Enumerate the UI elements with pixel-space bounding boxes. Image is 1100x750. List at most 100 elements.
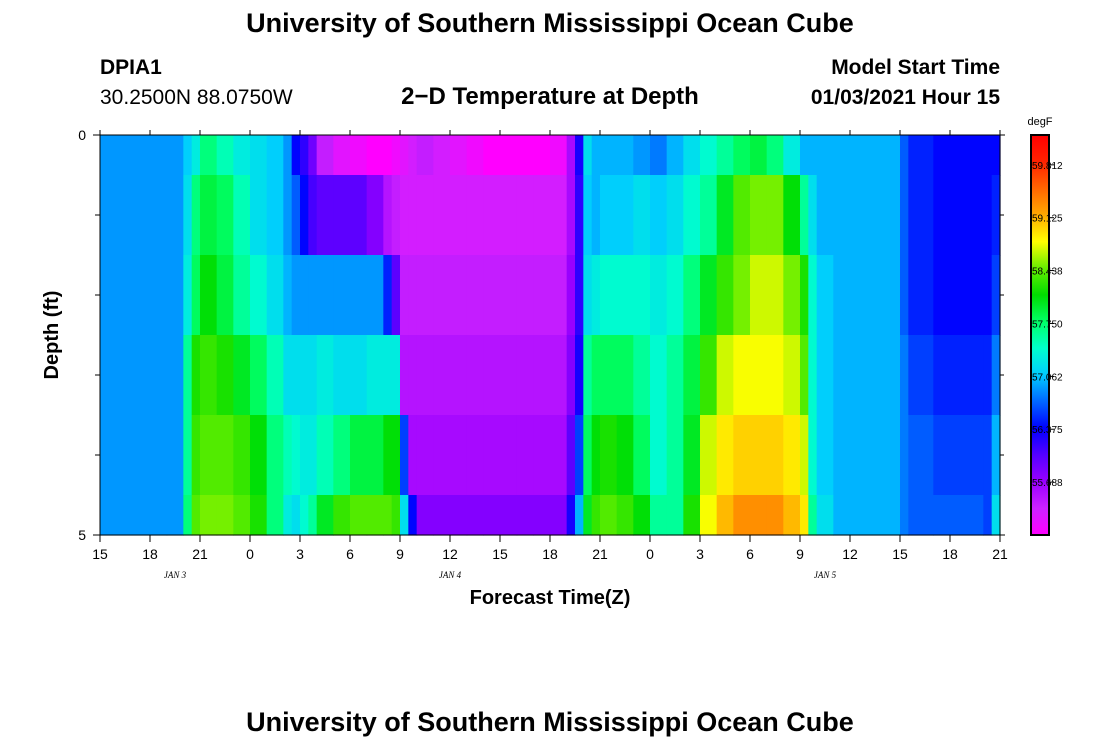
colorbar-tick-label: 57.062 bbox=[1032, 372, 1063, 383]
heatmap-cell bbox=[933, 135, 984, 176]
heatmap-cell bbox=[566, 175, 576, 256]
heatmap-cell bbox=[650, 175, 668, 256]
x-tick-label: 3 bbox=[296, 546, 304, 562]
heatmap-cell bbox=[291, 415, 301, 496]
heatmap-cell bbox=[808, 335, 818, 416]
heatmap-cell bbox=[291, 135, 301, 176]
heatmap-cell bbox=[666, 495, 684, 536]
colorbar-tick-label: 59.812 bbox=[1032, 161, 1063, 172]
heatmap-cell bbox=[308, 135, 318, 176]
heatmap-cell bbox=[550, 495, 568, 536]
model-start-time: 01/03/2021 Hour 15 bbox=[810, 86, 1000, 109]
heatmap-cell bbox=[766, 335, 784, 416]
heatmap-cell bbox=[908, 135, 934, 176]
heatmap-cell bbox=[300, 415, 309, 496]
heatmap-cell bbox=[833, 495, 901, 536]
heatmap-cell bbox=[400, 415, 409, 496]
heatmap-cell bbox=[391, 135, 401, 176]
x-tick-label: 15 bbox=[92, 546, 108, 562]
heatmap-cell bbox=[816, 255, 834, 336]
heatmap-cell bbox=[483, 175, 501, 256]
heatmap-cell bbox=[216, 415, 234, 496]
heatmap-cell bbox=[166, 135, 184, 176]
heatmap-cell bbox=[500, 135, 518, 176]
heatmap-cell bbox=[166, 415, 184, 496]
heatmap-cell bbox=[616, 255, 634, 336]
heatmap-cell bbox=[516, 495, 534, 536]
heatmap-cell bbox=[350, 495, 368, 536]
heatmap-cell bbox=[283, 175, 293, 256]
colorbar-tick-label: 56.375 bbox=[1032, 425, 1063, 436]
heatmap-cell bbox=[933, 495, 984, 536]
x-tick-label: 21 bbox=[192, 546, 208, 562]
heatmap-cell bbox=[250, 175, 268, 256]
heatmap-cell bbox=[483, 255, 501, 336]
heatmap-cell bbox=[750, 415, 768, 496]
heatmap-cell bbox=[533, 175, 551, 256]
heatmap-cell bbox=[516, 175, 534, 256]
heatmap-cell bbox=[700, 415, 718, 496]
heatmap-cell bbox=[591, 255, 601, 336]
heatmap-cell bbox=[633, 335, 651, 416]
heatmap-cell bbox=[666, 335, 684, 416]
heatmap-cell bbox=[191, 335, 201, 416]
heatmap-cell bbox=[566, 135, 576, 176]
heatmap-cell bbox=[408, 335, 418, 416]
heatmap-cell bbox=[816, 335, 834, 416]
heatmap-cell bbox=[383, 415, 393, 496]
date-label: JAN 5 bbox=[814, 570, 837, 580]
heatmap-cell bbox=[266, 135, 284, 176]
heatmap-cell bbox=[166, 495, 184, 536]
heatmap-cell bbox=[808, 255, 818, 336]
heatmap-cell bbox=[300, 255, 309, 336]
heatmap-cell bbox=[750, 175, 768, 256]
heatmap-cell bbox=[591, 135, 601, 176]
heatmap-cell bbox=[233, 175, 251, 256]
heatmap-cell bbox=[466, 415, 484, 496]
heatmap-cell bbox=[408, 495, 418, 536]
heatmap-cell bbox=[400, 175, 409, 256]
heatmap-cell bbox=[416, 175, 434, 256]
heatmap-cell bbox=[983, 335, 993, 416]
x-tick-label: 15 bbox=[892, 546, 908, 562]
heatmap-cell bbox=[416, 335, 434, 416]
heatmap-cell bbox=[575, 175, 584, 256]
heatmap-cell bbox=[191, 255, 201, 336]
heatmap-cell bbox=[500, 415, 518, 496]
heatmap-cell bbox=[183, 495, 193, 536]
plot-title: 2−D Temperature at Depth bbox=[401, 83, 699, 110]
heatmap-cell bbox=[100, 175, 168, 256]
heatmap-cell bbox=[383, 175, 393, 256]
heatmap-cell bbox=[466, 335, 484, 416]
heatmap-cell bbox=[900, 335, 909, 416]
heatmap-cell bbox=[600, 495, 618, 536]
heatmap-cell bbox=[333, 415, 351, 496]
heatmap-cell bbox=[900, 135, 909, 176]
heatmap-cell bbox=[766, 255, 784, 336]
heatmap-cell bbox=[366, 175, 384, 256]
heatmap-cell bbox=[983, 495, 993, 536]
heatmap-cell bbox=[433, 135, 451, 176]
heatmap-cell bbox=[233, 335, 251, 416]
heatmap-cell bbox=[283, 415, 293, 496]
heatmap-cell bbox=[616, 335, 634, 416]
heatmap-cell bbox=[466, 135, 484, 176]
heatmap-cell bbox=[600, 175, 618, 256]
heatmap-cell bbox=[600, 335, 618, 416]
heatmap-cell bbox=[450, 495, 468, 536]
heatmap-cell bbox=[266, 175, 284, 256]
heatmap-cell bbox=[250, 495, 268, 536]
heatmap-cell bbox=[166, 335, 184, 416]
heatmap-cell bbox=[766, 135, 784, 176]
heatmap-cell bbox=[408, 415, 418, 496]
heatmap-cell bbox=[100, 135, 168, 176]
heatmap-cell bbox=[350, 255, 368, 336]
heatmap-cell bbox=[766, 175, 784, 256]
heatmap-cell bbox=[583, 135, 593, 176]
heatmap-cell bbox=[716, 135, 734, 176]
heatmap-cell bbox=[633, 135, 651, 176]
heatmap-cell bbox=[466, 175, 484, 256]
heatmap-cell bbox=[250, 415, 268, 496]
heatmap-cell bbox=[550, 335, 568, 416]
y-tick-label: 5 bbox=[78, 527, 86, 543]
